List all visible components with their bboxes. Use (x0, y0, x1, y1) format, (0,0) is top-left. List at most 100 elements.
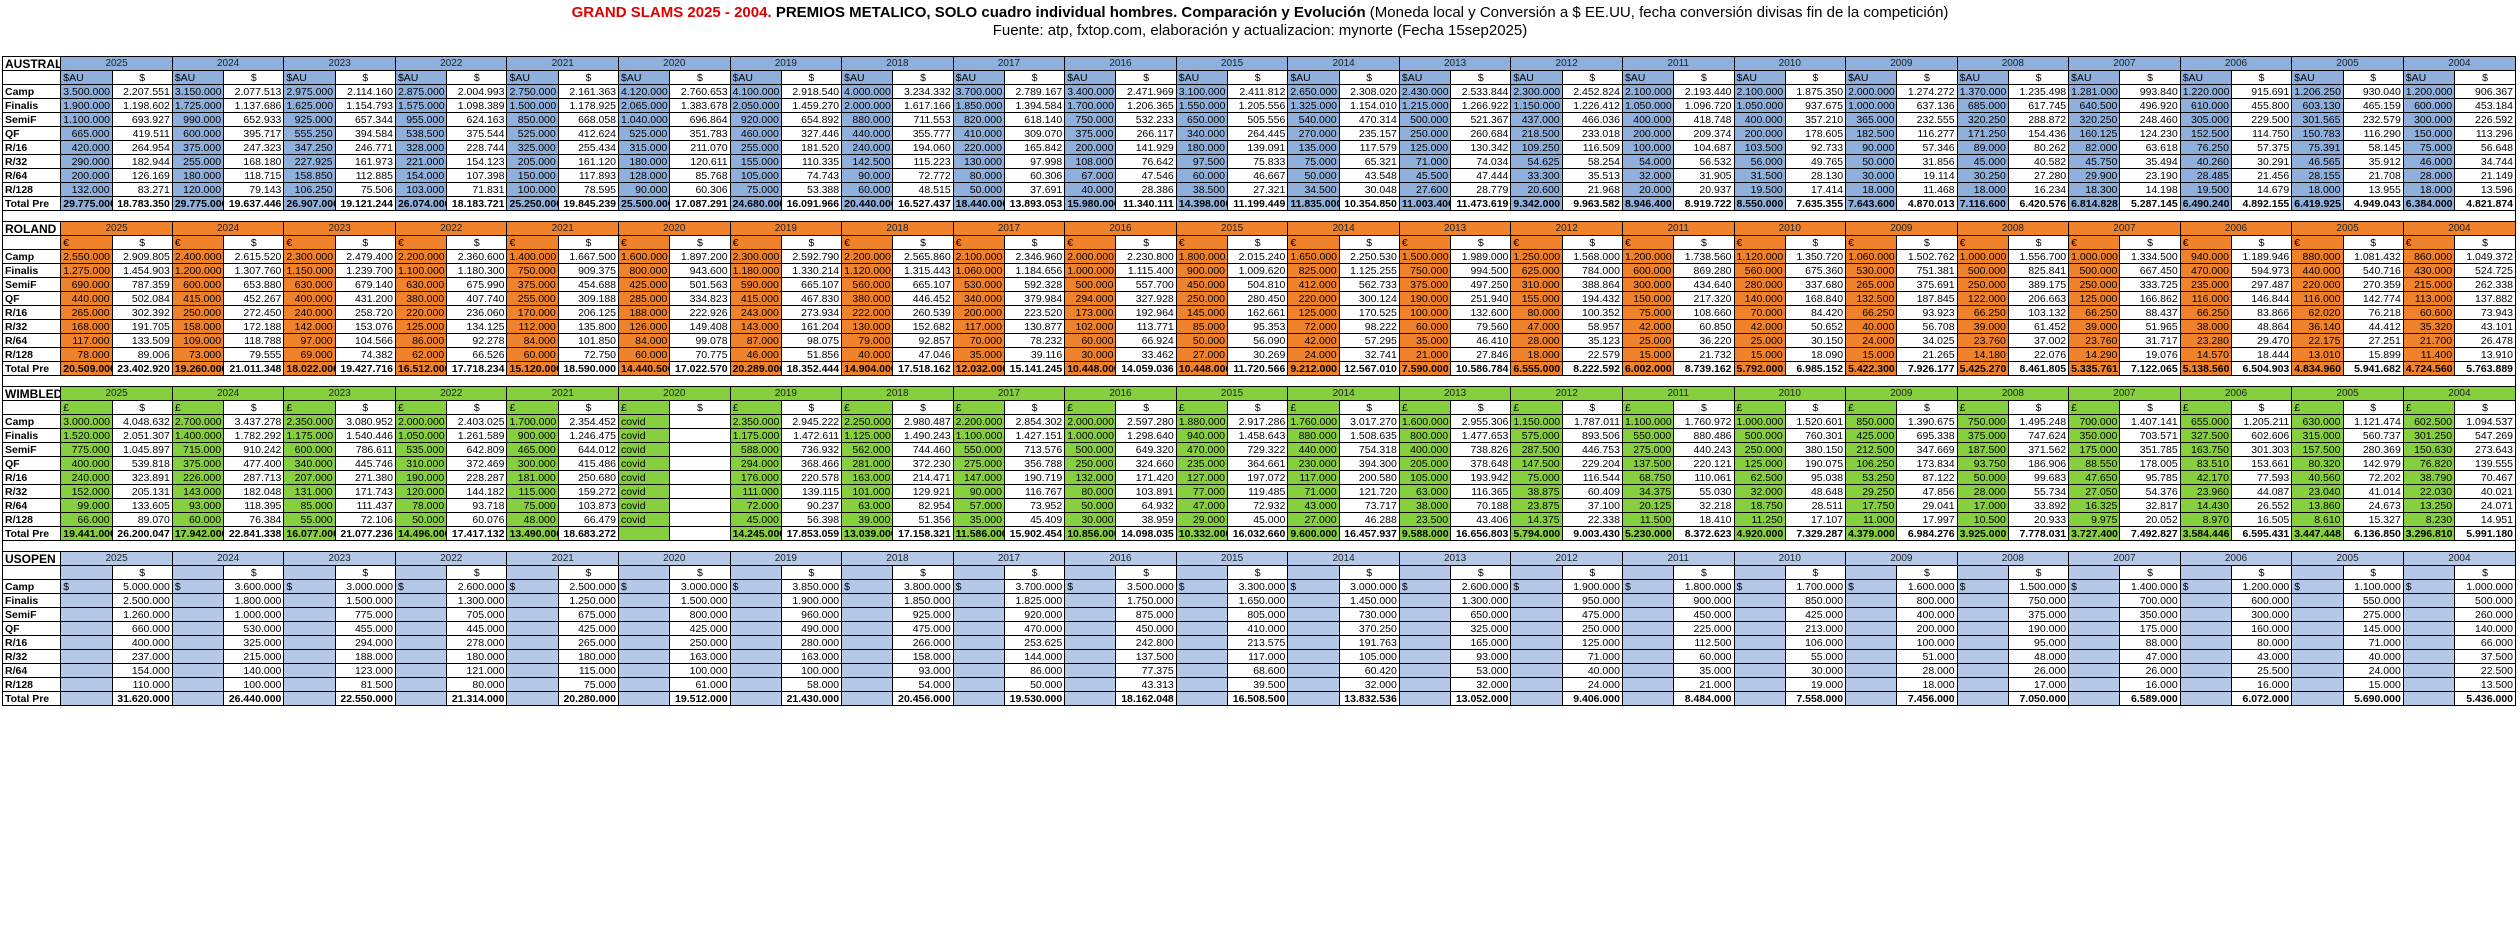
local-amount-cell: 5.425.270 (1956, 361, 2009, 376)
year-label: 2012 (1510, 386, 1623, 401)
usd-amount-cell: 139.555 (2454, 456, 2516, 471)
local-amount-cell (1287, 635, 1340, 650)
local-amount-cell: 940.000 (1175, 428, 1229, 443)
usd-amount-cell: 1.235.498 (2007, 84, 2070, 99)
local-amount-cell (1064, 621, 1117, 636)
usd-amount-cell: 324.660 (1115, 456, 1177, 471)
usd-amount-cell: 74.743 (780, 168, 843, 183)
usd-amount-cell: 32.741 (1338, 347, 1400, 362)
usd-amount-cell: 228.744 (446, 140, 508, 155)
usd-amount-cell: 93.000 (1450, 649, 1512, 664)
local-currency-label: $AU (729, 70, 782, 85)
local-amount-cell (2179, 593, 2232, 608)
local-amount-cell: $ (283, 579, 336, 594)
local-amount-cell: 425.000 (618, 277, 671, 292)
local-amount-cell: 181.000 (506, 470, 559, 485)
usd-amount-cell: 1.800.000 (223, 593, 285, 608)
usd-amount-cell: 2.500.000 (111, 593, 173, 608)
usd-amount-cell: 15.141.245 (1003, 361, 1066, 376)
local-amount-cell (1621, 677, 1675, 692)
usd-amount-cell: 236.060 (446, 305, 508, 320)
local-currency-label: £ (506, 400, 559, 415)
usd-amount-cell: 23.402.920 (111, 361, 173, 376)
local-amount-cell: 84.000 (506, 333, 559, 348)
usd-amount-cell: 162.661 (1227, 305, 1289, 320)
local-amount-cell: 1.760.000 (1287, 414, 1340, 429)
local-amount-cell: 1.060.000 (952, 263, 1005, 278)
local-amount-cell (506, 677, 559, 692)
usd-amount-cell: 19.000 (1784, 677, 1847, 692)
local-amount-cell: 19.441.000 (60, 526, 113, 541)
local-amount-cell: 85.000 (1175, 319, 1229, 334)
title-note: (Moneda local y Conversión a $ EE.UU, fe… (1369, 4, 1949, 21)
local-amount-cell: 16.325 (2068, 498, 2121, 513)
usd-currency-label: $ (2342, 400, 2404, 415)
usd-amount-cell: 425.000 (1784, 607, 1847, 622)
local-amount-cell (952, 607, 1005, 622)
usd-amount-cell: 255.434 (557, 140, 620, 155)
usd-amount-cell: 135.800 (557, 319, 620, 334)
local-amount-cell: 15.000 (1621, 347, 1675, 362)
local-amount-cell (2291, 663, 2344, 678)
local-amount-cell: 205.000 (1398, 456, 1452, 471)
usd-amount-cell: 5.941.682 (2342, 361, 2404, 376)
usd-amount-cell: 10.354.850 (1338, 196, 1400, 211)
usd-amount-cell: 993.840 (2119, 84, 2181, 99)
page-header: GRAND SLAMS 2025 - 2004. PREMIOS METALIC… (0, 0, 2520, 56)
local-amount-cell: 1.120.000 (841, 263, 894, 278)
local-amount-cell (283, 593, 336, 608)
local-amount-cell: 19.500 (2179, 182, 2232, 197)
usd-amount-cell: 19.076 (2119, 347, 2181, 362)
local-amount-cell: 14.904.000 (841, 361, 894, 376)
year-label: 2018 (841, 56, 954, 71)
usd-amount-cell (669, 428, 731, 443)
local-amount-cell: 69.000 (283, 347, 336, 362)
local-amount-cell: 40.000 (841, 347, 894, 362)
local-amount-cell: $ (394, 579, 448, 594)
usd-amount-cell: 278.000 (446, 635, 508, 650)
usd-currency-label: $ (892, 565, 954, 580)
usd-amount-cell: 467.830 (780, 291, 843, 306)
usd-amount-cell: 2.004.993 (446, 84, 508, 99)
local-amount-cell (1175, 691, 1229, 706)
year-label: 2020 (618, 221, 731, 236)
usd-amount-cell: 103.891 (1115, 484, 1177, 499)
usd-amount-cell: 57.375 (2230, 140, 2293, 155)
local-amount-cell: 3.727.400 (2068, 526, 2121, 541)
usd-amount-cell: 95.000 (2007, 635, 2070, 650)
usd-currency-label: $ (1003, 70, 1066, 85)
local-currency-label (1621, 565, 1675, 580)
usd-amount-cell: 26.552 (2230, 498, 2293, 513)
usd-amount-cell: 35.123 (1561, 333, 1623, 348)
data-row: SemiF 690.000 787.359 600.000 653.880 630.000… (1, 277, 2516, 292)
local-currency-label: € (394, 235, 448, 250)
usd-amount-cell: 40.582 (2007, 154, 2070, 169)
local-amount-cell: 29.775.000 (171, 196, 225, 211)
local-amount-cell: 340.000 (952, 291, 1005, 306)
title-line: GRAND SLAMS 2025 - 2004. PREMIOS METALIC… (0, 4, 2520, 22)
usd-amount-cell: 1.137.686 (223, 98, 285, 113)
usd-amount-cell: 388.864 (1561, 277, 1623, 292)
usd-amount-cell: 1.100.000 (2342, 579, 2404, 594)
local-amount-cell: 265.000 (60, 305, 113, 320)
usd-amount-cell: 70.467 (2454, 470, 2516, 485)
usd-amount-cell: 26.478 (2454, 333, 2516, 348)
usd-amount-cell: 2.565.860 (892, 249, 954, 264)
local-amount-cell (2402, 607, 2456, 622)
usd-amount-cell: 113.296 (2454, 126, 2516, 141)
usd-amount-cell: 80.000 (446, 677, 508, 692)
local-amount-cell: 67.000 (1064, 168, 1117, 183)
local-amount-cell: 152.500 (2179, 126, 2232, 141)
local-amount-cell (394, 691, 448, 706)
local-currency-label: £ (952, 400, 1005, 415)
local-amount-cell (1510, 621, 1563, 636)
usd-amount-cell: 116.365 (1450, 484, 1512, 499)
section-gap (2, 540, 2516, 552)
usd-amount-cell: 3.000.000 (1338, 579, 1400, 594)
usd-amount-cell: 347.669 (1896, 442, 1958, 457)
local-currency-label: € (171, 235, 225, 250)
usd-amount-cell: 115.000 (557, 663, 620, 678)
usd-amount-cell: 3.000.000 (334, 579, 396, 594)
local-amount-cell: $ (618, 579, 671, 594)
usd-amount-cell: 60.076 (446, 512, 508, 527)
